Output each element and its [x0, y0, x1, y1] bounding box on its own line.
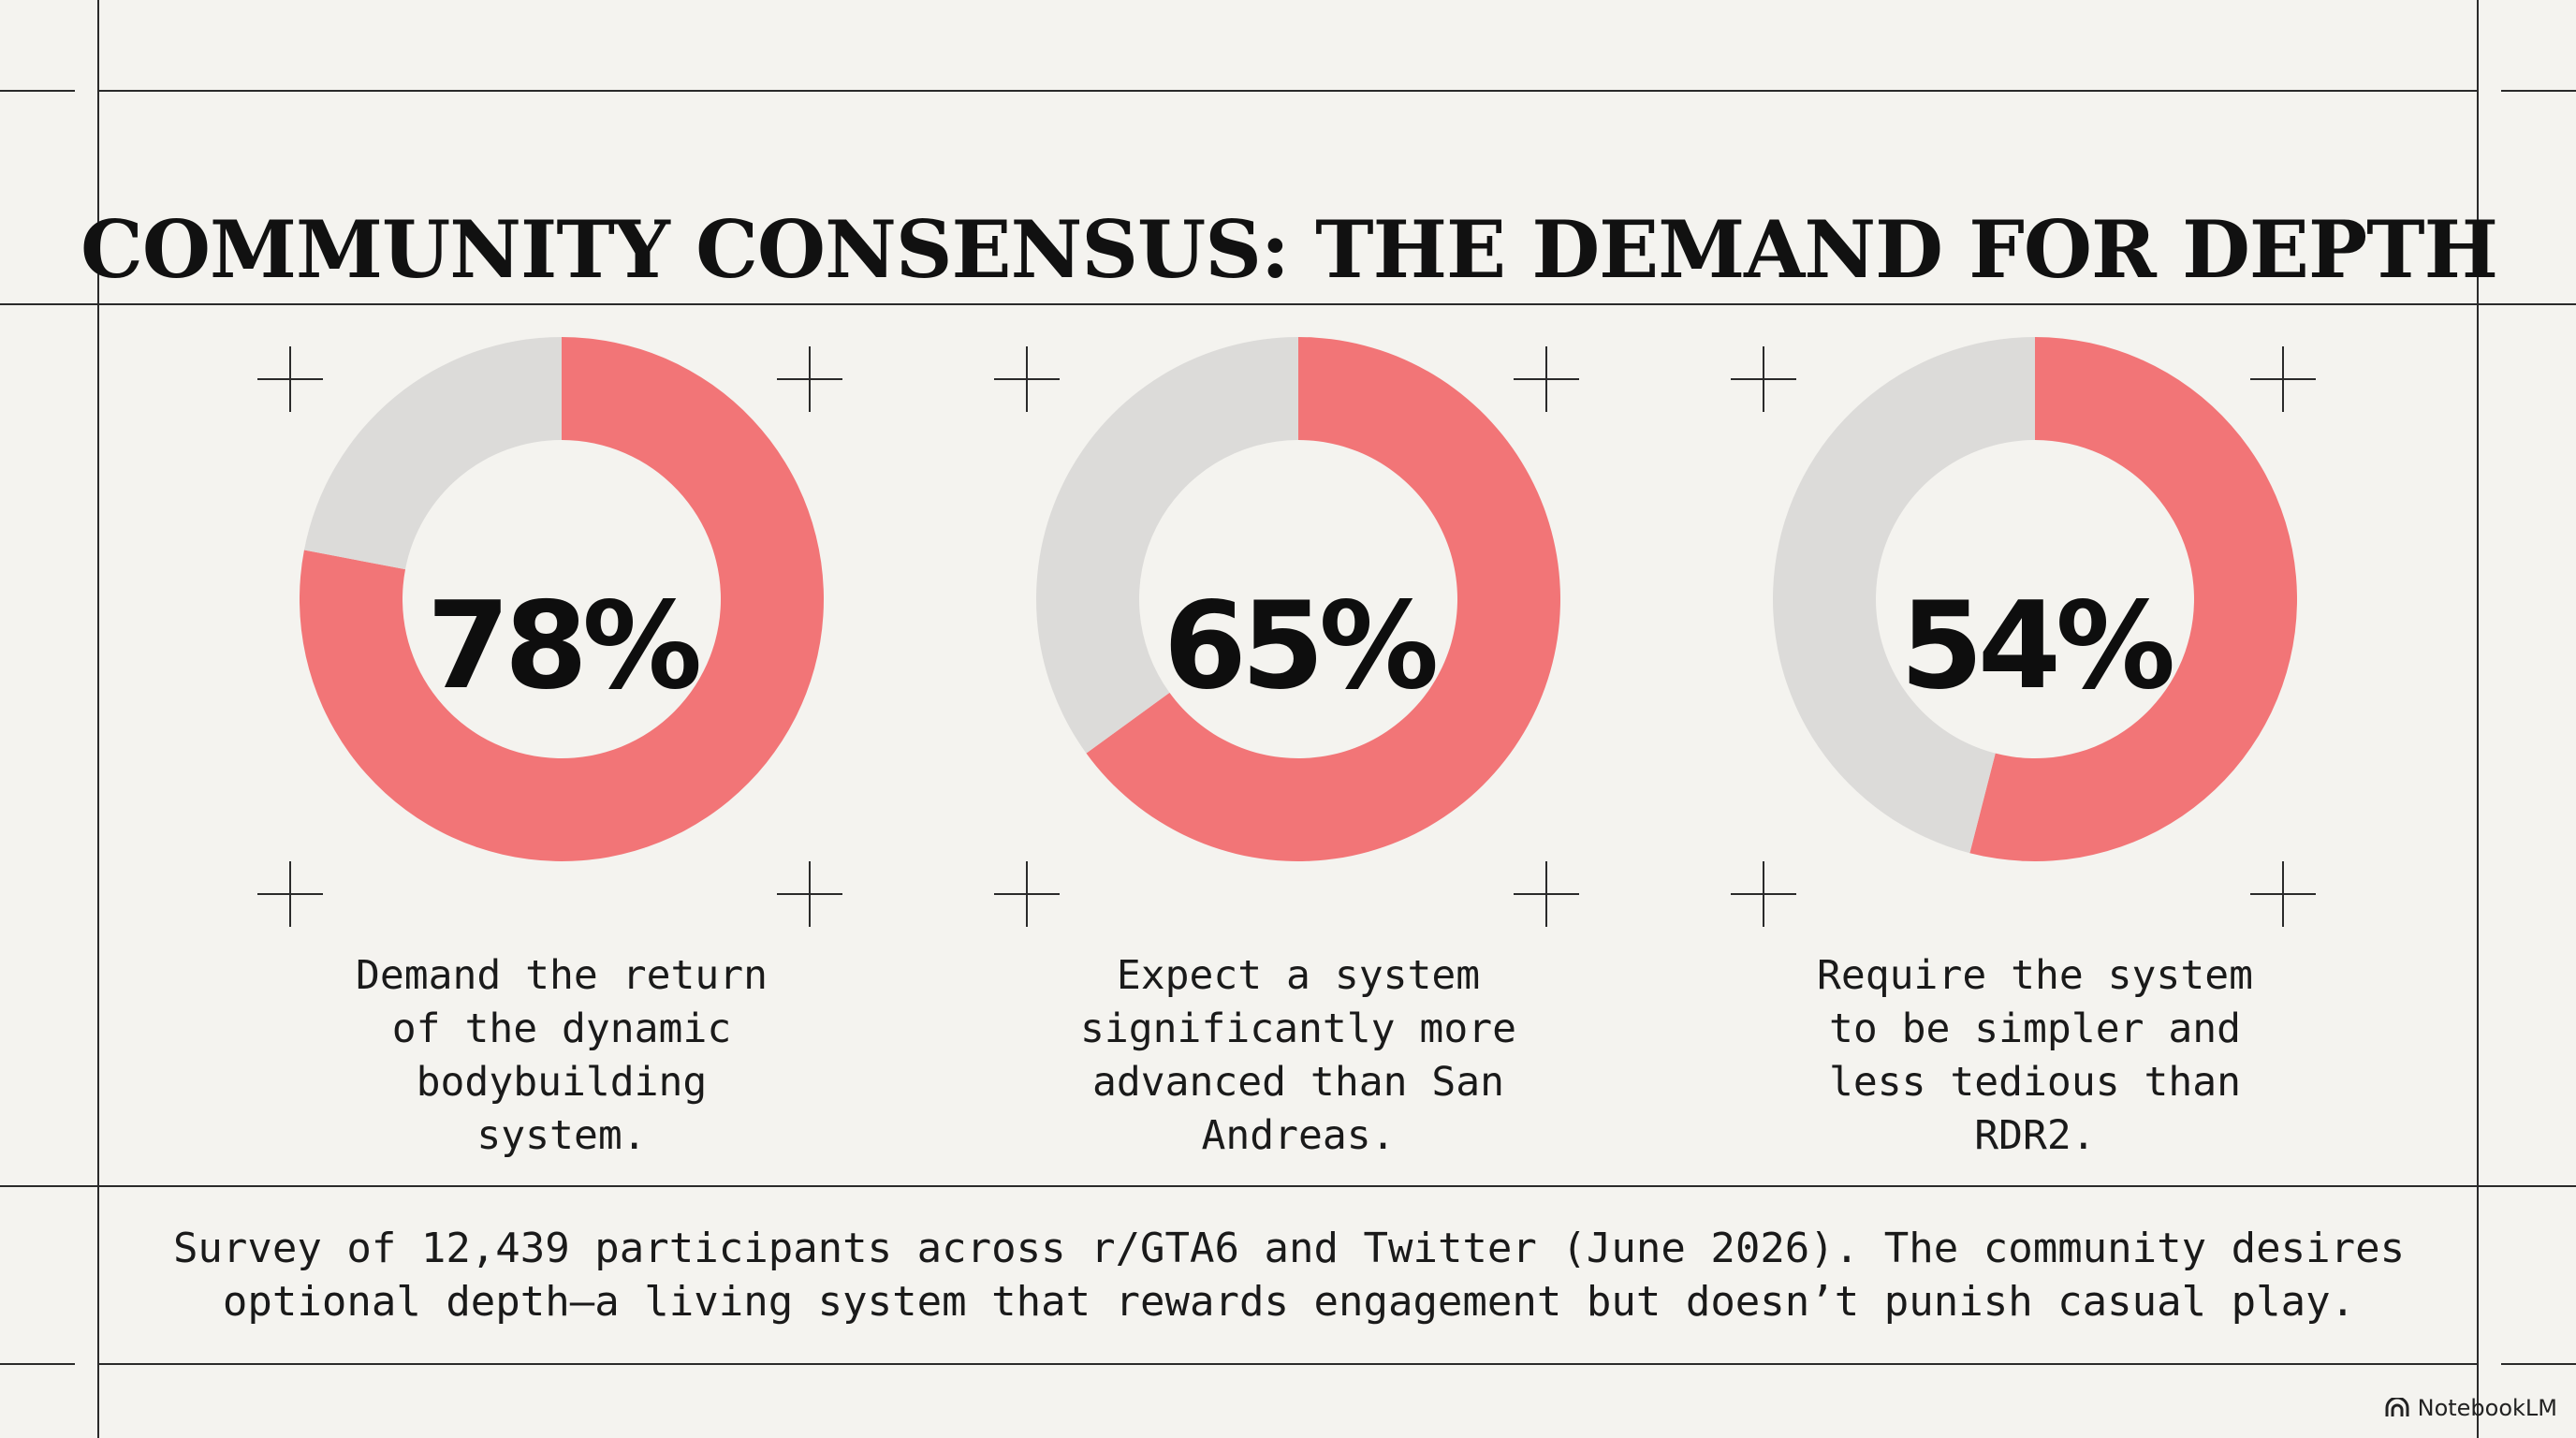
crosshair-mark	[257, 861, 323, 927]
donut-slice-value	[1969, 337, 2297, 861]
notebooklm-logo-icon	[2385, 1398, 2409, 1416]
frame-bottom-line	[97, 1363, 2479, 1365]
frame-tick-bottom-left	[0, 1363, 75, 1365]
brand-name: NotebookLM	[2417, 1395, 2557, 1421]
survey-footnote-text: Survey of 12,439 participants across r/G…	[172, 1225, 2406, 1326]
donut-percent-label: 78%	[426, 576, 702, 716]
donut-slice-remainder	[1036, 337, 1298, 754]
crosshair-mark	[1731, 346, 1796, 412]
frame-right-line	[2477, 0, 2479, 1438]
donut-panel-3: 54% Require the system to be simpler and…	[1731, 328, 2494, 1170]
donut-panel-1: 78% Demand the return of the dynamic bod…	[257, 328, 1020, 1170]
donut-chart-1	[300, 337, 824, 861]
donut-chart-2	[1036, 337, 1560, 862]
frame-left-line	[97, 0, 99, 1438]
donut-slice-remainder	[303, 337, 562, 570]
donut-caption: Expect a system significantly more advan…	[1080, 952, 1516, 1159]
crosshair-mark	[1514, 861, 1579, 927]
donut-slice-remainder	[1772, 337, 2035, 854]
frame-tick-top-right	[2501, 90, 2576, 92]
donut-chart-3	[1772, 337, 2297, 861]
donut-percent-label: 65%	[1163, 576, 1439, 716]
frame-footer-divider	[0, 1185, 2576, 1187]
frame-title-divider	[0, 303, 2576, 305]
survey-footnote: Survey of 12,439 participants across r/G…	[97, 1187, 2481, 1363]
crosshair-mark	[2250, 861, 2316, 927]
crosshair-mark	[1731, 861, 1796, 927]
donut-slice-value	[1086, 337, 1560, 862]
frame-tick-bottom-right	[2501, 1363, 2576, 1365]
donut-percent-label: 54%	[1899, 576, 2175, 716]
crosshair-mark	[777, 861, 842, 927]
brand-watermark: NotebookLM	[2384, 1395, 2557, 1421]
donut-caption: Require the system to be simpler and les…	[1817, 952, 2253, 1159]
crosshair-mark	[2250, 346, 2316, 412]
frame-top-line	[97, 90, 2479, 92]
donut-panel-2: 65% Expect a system significantly more a…	[994, 328, 1757, 1170]
crosshair-mark	[994, 861, 1060, 927]
donut-caption: Demand the return of the dynamic bodybui…	[355, 952, 768, 1159]
crosshair-mark	[1514, 346, 1579, 412]
crosshair-mark	[777, 346, 842, 412]
page-title: COMMUNITY CONSENSUS: THE DEMAND FOR DEPT…	[80, 202, 2498, 296]
crosshair-mark	[994, 346, 1060, 412]
frame-tick-top-left	[0, 90, 75, 92]
crosshair-mark	[257, 346, 323, 412]
donut-slice-value	[300, 337, 824, 861]
